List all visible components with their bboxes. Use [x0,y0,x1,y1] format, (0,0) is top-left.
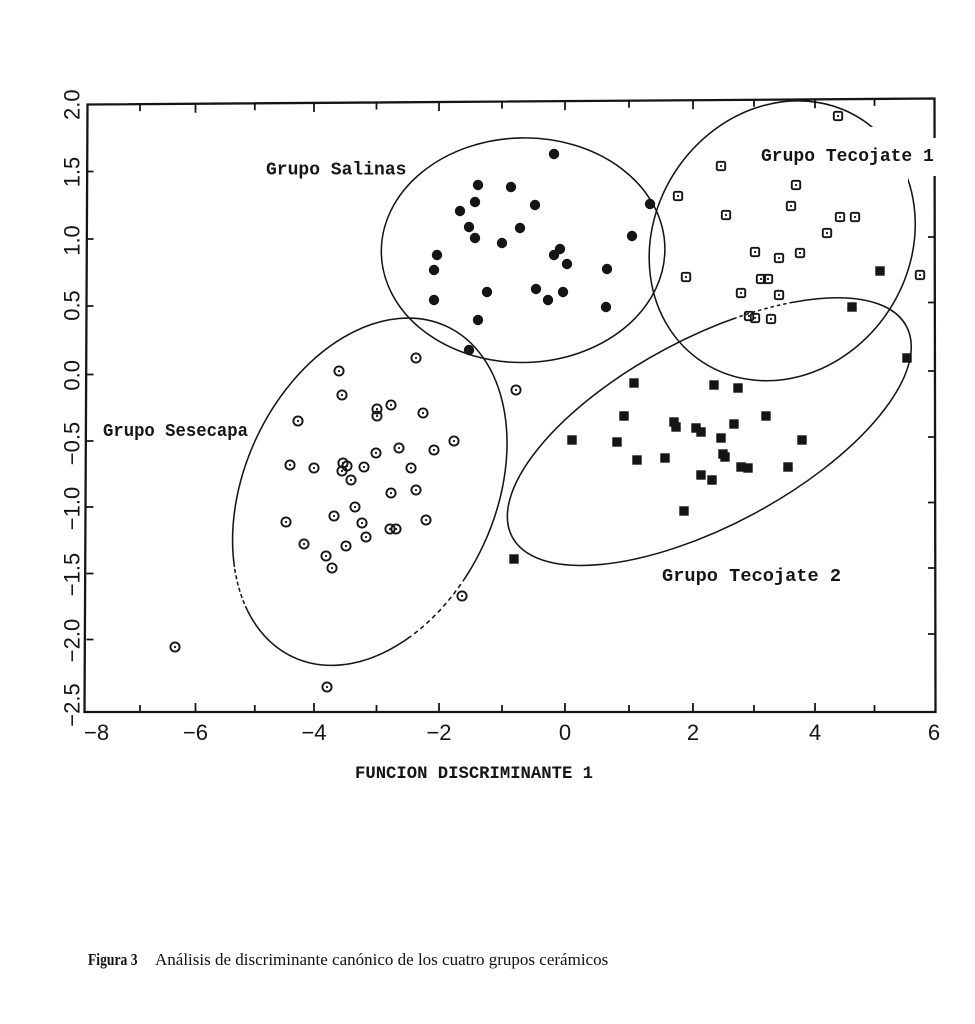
svg-text:−2.0: −2.0 [60,619,85,662]
svg-text:Figura 3: Figura 3 [88,950,138,969]
svg-text:Grupo Sesecapa: Grupo Sesecapa [103,422,248,442]
svg-text:4: 4 [809,720,821,745]
svg-text:Grupo Tecojate 2: Grupo Tecojate 2 [662,567,841,587]
svg-text:−2: −2 [426,720,451,745]
svg-text:Grupo Salinas: Grupo Salinas [266,161,406,181]
svg-text:Análisis de discriminante canó: Análisis de discriminante canónico de lo… [155,950,608,969]
svg-text:1.0: 1.0 [60,225,85,256]
svg-text:−8: −8 [84,720,109,745]
svg-text:0.5: 0.5 [60,290,85,321]
svg-text:−0.5: −0.5 [60,422,85,465]
svg-text:1.5: 1.5 [60,157,85,188]
svg-text:−2.5: −2.5 [60,683,85,726]
svg-text:−4: −4 [301,720,326,745]
svg-text:2.0: 2.0 [60,89,85,120]
svg-text:0: 0 [559,720,571,745]
svg-text:−1.0: −1.0 [60,487,85,530]
svg-text:6: 6 [928,720,940,745]
svg-text:FUNCION DISCRIMINANTE 1: FUNCION DISCRIMINANTE 1 [355,764,593,784]
svg-text:0.0: 0.0 [60,360,85,391]
svg-text:−6: −6 [183,720,208,745]
svg-text:−1.5: −1.5 [60,553,85,596]
svg-text:Grupo Tecojate 1: Grupo Tecojate 1 [761,147,934,167]
svg-text:2: 2 [687,720,699,745]
